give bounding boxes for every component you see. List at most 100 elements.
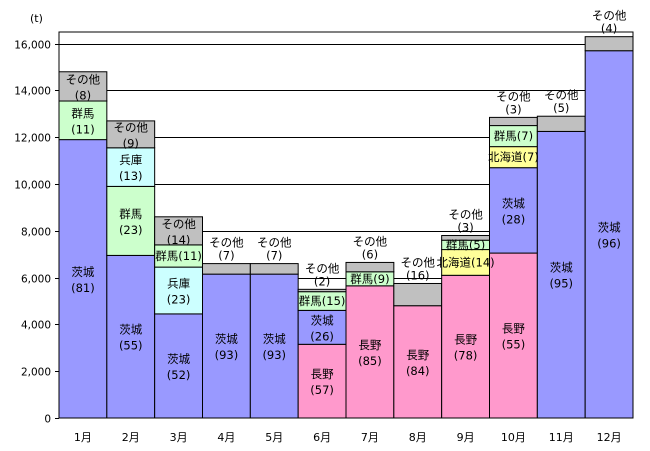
bar-segment xyxy=(297,288,347,293)
segment-inline-label: 群馬(5) xyxy=(446,238,485,252)
bar-segment xyxy=(154,216,204,246)
x-tick-label: 7月 xyxy=(361,431,379,444)
bar-segment xyxy=(441,274,490,419)
segment-name-label: その他 xyxy=(544,88,579,102)
segment-share-label: (23) xyxy=(167,293,191,307)
segment-share-label: (11) xyxy=(71,122,95,136)
segment-name-label: その他 xyxy=(592,9,627,23)
segment-share-label: (93) xyxy=(215,348,239,362)
y-unit-label: (t) xyxy=(30,12,43,25)
x-tick-label: 1月 xyxy=(74,431,92,444)
segment-share-label: (96) xyxy=(597,236,621,250)
segment-inline-label: 北海道(14) xyxy=(437,255,495,269)
segment-share-label: (7) xyxy=(266,249,282,263)
segment-name-label: その他 xyxy=(114,120,149,134)
y-tick-label: 6,000 xyxy=(21,274,51,286)
segment-share-label: (13) xyxy=(119,169,143,183)
segment-share-label: (93) xyxy=(262,348,286,362)
bar-segment xyxy=(536,115,586,132)
segment-share-label: (85) xyxy=(358,354,382,368)
bar-segment xyxy=(249,263,299,275)
segment-share-label: (26) xyxy=(310,329,334,343)
segment-name-label: その他 xyxy=(448,208,483,222)
segment-share-label: (16) xyxy=(406,268,430,282)
segment-share-label: (2) xyxy=(314,274,330,288)
bar-segment xyxy=(297,309,347,345)
bar-segment xyxy=(154,313,204,419)
segment-name-label: 茨城 xyxy=(502,196,525,210)
y-tick-label: 12,000 xyxy=(14,133,51,145)
y-tick-label: 14,000 xyxy=(14,86,51,98)
bar-segment xyxy=(489,116,538,127)
segment-share-label: (28) xyxy=(502,212,526,226)
segment-inline-label: 群馬(11) xyxy=(155,249,202,263)
axes: (t) 0 2,000 4,000 6,000 8,000 10,000 12,000 14,… xyxy=(14,12,621,444)
y-tick-label: 10,000 xyxy=(14,180,51,192)
segment-name-label: 長野 xyxy=(406,348,429,362)
segment-inline-label: 群馬(7) xyxy=(494,129,533,143)
segment-share-label: (9) xyxy=(123,136,139,150)
segment-name-label: 群馬 xyxy=(71,106,94,120)
bar-segment xyxy=(584,36,634,52)
segment-share-label: (78) xyxy=(454,349,478,363)
x-tick-label: 3月 xyxy=(170,431,188,444)
segment-name-label: 長野 xyxy=(454,333,477,347)
segment-share-label: (7) xyxy=(218,249,234,263)
segment-share-label: (5) xyxy=(553,101,569,115)
segment-inline-label: 北海道(7) xyxy=(488,150,539,164)
bar-segment xyxy=(393,282,443,307)
segment-name-label: その他 xyxy=(496,89,531,103)
segment-share-label: (3) xyxy=(505,102,521,116)
x-tick-label: 8月 xyxy=(409,431,427,444)
segment-name-label: その他 xyxy=(257,236,292,250)
bar-segment xyxy=(58,71,108,102)
segment-name-label: 群馬 xyxy=(119,207,142,221)
x-tick-label: 11月 xyxy=(549,431,574,444)
segment-name-label: その他 xyxy=(161,217,196,231)
segment-name-label: 茨城 xyxy=(167,352,190,366)
segment-share-label: (4) xyxy=(601,22,617,36)
segment-name-label: 長野 xyxy=(502,322,525,336)
y-tick-label: 8,000 xyxy=(21,227,51,239)
y-tick-label: 16,000 xyxy=(14,40,51,52)
bar-segment xyxy=(584,50,634,419)
segment-share-label: (8) xyxy=(75,88,91,102)
x-tick-label: 5月 xyxy=(265,431,283,444)
segment-share-label: (14) xyxy=(167,233,191,247)
segment-name-label: 長野 xyxy=(311,367,334,381)
bar-segment xyxy=(489,252,538,419)
x-tick-label: 4月 xyxy=(217,431,235,444)
bar-segment xyxy=(489,167,538,254)
segment-share-label: (81) xyxy=(71,281,95,295)
segment-name-label: 茨城 xyxy=(550,261,573,275)
segment-share-label: (57) xyxy=(310,383,334,397)
segment-name-label: その他 xyxy=(209,236,244,250)
segment-inline-label: 群馬(15) xyxy=(299,294,346,308)
bar-segment xyxy=(202,273,251,419)
segment-name-label: 兵庫 xyxy=(119,153,142,167)
segment-name-label: 茨城 xyxy=(598,220,621,234)
y-tick-label: 2,000 xyxy=(21,367,51,379)
segment-name-label: 茨城 xyxy=(311,313,334,327)
segment-name-label: 茨城 xyxy=(71,265,94,279)
segment-share-label: (52) xyxy=(167,368,191,382)
y-tick-label: 4,000 xyxy=(21,320,51,332)
segment-inline-label: 群馬(9) xyxy=(350,272,389,286)
segment-name-label: その他 xyxy=(401,255,436,269)
bar-segment xyxy=(297,343,347,419)
segment-name-label: 茨城 xyxy=(263,332,286,346)
bar-segment xyxy=(202,263,251,275)
x-tick-label: 6月 xyxy=(313,431,331,444)
segment-name-label: 長野 xyxy=(358,338,381,352)
bars xyxy=(58,36,634,419)
segment-share-label: (55) xyxy=(119,339,143,353)
x-tick-label: 10月 xyxy=(501,431,526,444)
x-tick-label: 2月 xyxy=(122,431,140,444)
segment-name-label: 兵庫 xyxy=(167,277,190,291)
y-tick-label: 0 xyxy=(44,414,51,426)
x-tick-label: 9月 xyxy=(457,431,475,444)
segment-name-label: その他 xyxy=(353,234,388,248)
segment-name-label: その他 xyxy=(66,72,101,86)
x-tick-label: 12月 xyxy=(597,431,622,444)
